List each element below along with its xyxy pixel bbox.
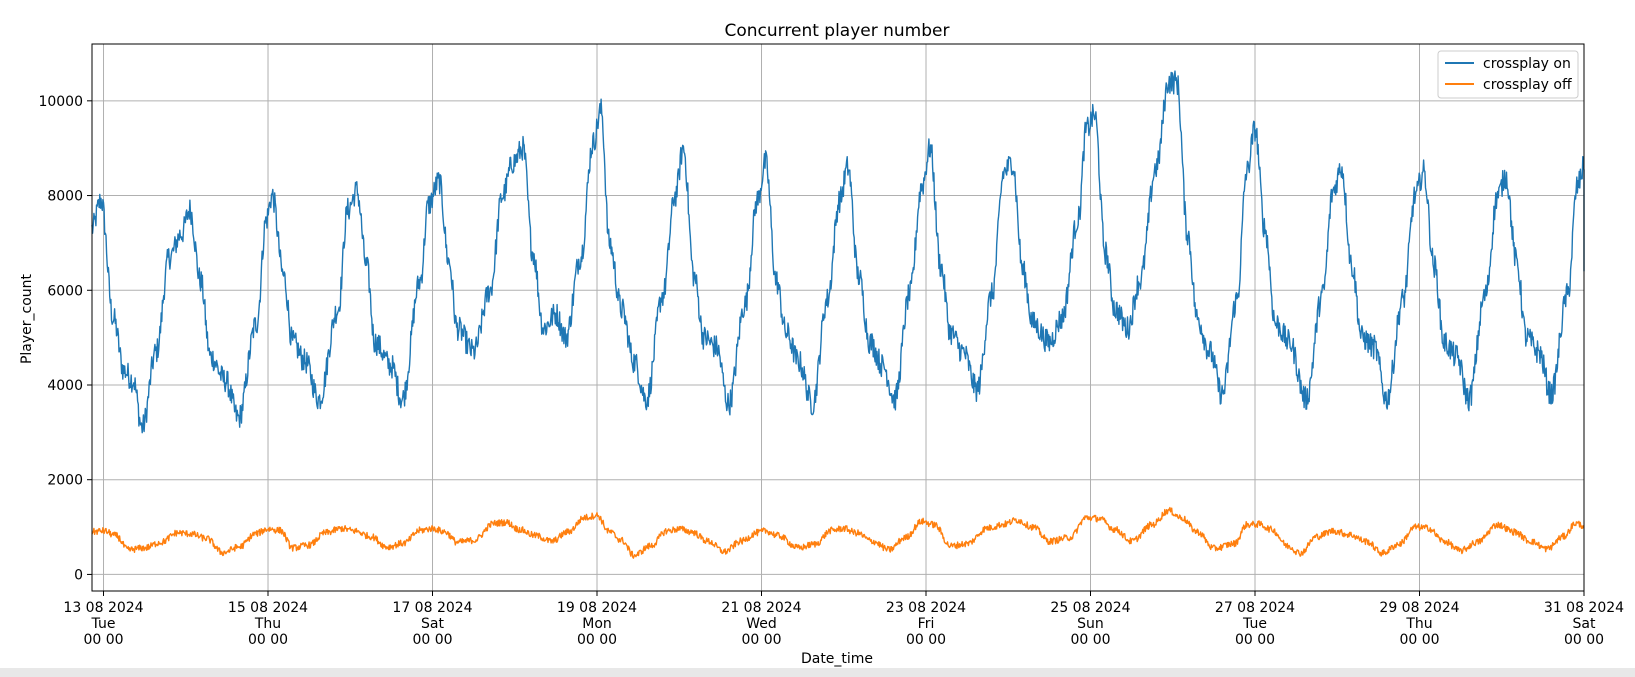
series-lines [91, 70, 1585, 559]
x-tick-label-weekday: Sun [1077, 616, 1104, 632]
x-tick-label-time: 00 00 [248, 632, 288, 648]
x-tick-label-time: 00 00 [906, 632, 946, 648]
y-axis-ticks: 0 2000 4000 6000 8000 10000 [38, 94, 92, 583]
x-tick-label-time: 00 00 [83, 632, 123, 648]
x-tick-label-date: 25 08 2024 [1050, 600, 1130, 616]
x-tick-label-date: 19 08 2024 [557, 600, 637, 616]
x-tick-label-date: 27 08 2024 [1215, 600, 1295, 616]
series-line-crossplay-off [91, 506, 1585, 559]
y-tick-label: 4000 [47, 378, 83, 394]
x-tick-label-time: 00 00 [741, 632, 781, 648]
x-tick-label-weekday: Fri [918, 616, 935, 632]
x-tick-label-weekday: Tue [1242, 616, 1267, 632]
x-tick-label-weekday: Thu [254, 616, 281, 632]
x-tick-label-weekday: Sat [421, 616, 444, 632]
legend-label-crossplay-on: crossplay on [1483, 56, 1571, 72]
x-tick-label-weekday: Tue [91, 616, 116, 632]
y-tick-label: 6000 [47, 283, 83, 299]
series-line-crossplay-on [91, 70, 1585, 434]
x-tick-label-weekday: Wed [746, 616, 777, 632]
x-tick-label-time: 00 00 [1070, 632, 1110, 648]
x-tick-label-date: 23 08 2024 [886, 600, 966, 616]
legend-label-crossplay-off: crossplay off [1483, 77, 1572, 93]
y-tick-label: 10000 [38, 94, 83, 110]
y-axis-label: Player_count [19, 273, 35, 364]
axes-frame [91, 43, 1585, 592]
x-tick-label-weekday: Thu [1405, 616, 1432, 632]
x-tick-label-date: 13 08 2024 [63, 600, 143, 616]
window-bottom-strip [0, 668, 1635, 677]
x-tick-label-date: 15 08 2024 [228, 600, 308, 616]
x-tick-label-time: 00 00 [412, 632, 452, 648]
x-tick-label-date: 31 08 2024 [1544, 600, 1624, 616]
x-tick-label-time: 00 00 [1399, 632, 1439, 648]
x-tick-label-weekday: Sat [1573, 616, 1596, 632]
x-tick-label-date: 29 08 2024 [1379, 600, 1459, 616]
x-tick-label-date: 17 08 2024 [392, 600, 472, 616]
chart-title: Concurrent player number [725, 21, 950, 41]
x-tick-label-time: 00 00 [1564, 632, 1604, 648]
x-axis-label: Date_time [801, 651, 873, 667]
x-tick-label-time: 00 00 [577, 632, 617, 648]
y-tick-label: 2000 [47, 473, 83, 489]
y-tick-label: 8000 [47, 189, 83, 205]
x-tick-label-date: 21 08 2024 [721, 600, 801, 616]
x-tick-label-weekday: Mon [582, 616, 612, 632]
grid-lines [92, 44, 1585, 591]
legend: crossplay on crossplay off [1437, 50, 1579, 99]
y-tick-label: 0 [74, 567, 83, 583]
x-tick-label-time: 00 00 [1235, 632, 1275, 648]
